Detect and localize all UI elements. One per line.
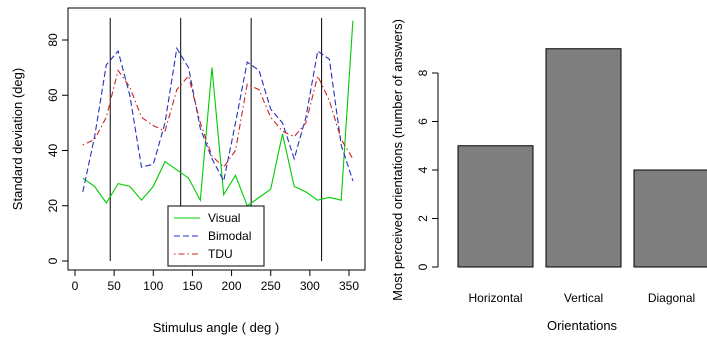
x-axis-label: Stimulus angle ( deg )	[153, 320, 279, 335]
x-axis: 0 50 100 150 200 250 300 350	[72, 270, 359, 293]
x-tick-label: 50	[107, 279, 121, 293]
bar-horizontal	[457, 145, 534, 268]
bar-y-tick-label: 6	[416, 118, 430, 125]
x-tick-label: 0	[72, 279, 79, 293]
category-label: Horizontal	[468, 291, 522, 305]
legend: Visual Bimodal TDU	[167, 205, 265, 267]
legend-label: Visual	[208, 211, 240, 225]
category-label: Vertical	[564, 291, 603, 305]
line-chart: 0 50 100 150 200 250 300 350 0 20 40 60 80 Stimulus…	[10, 7, 366, 335]
x-tick-label: 150	[182, 279, 202, 293]
bar-chart: 0 2 4 6 8 Horizontal Vertical Diagonal Orienta…	[390, 19, 707, 333]
y-tick-label: 40	[46, 144, 60, 158]
bar-y-tick-label: 0	[416, 263, 430, 270]
x-tick-label: 100	[143, 279, 163, 293]
x-tick-label: 200	[222, 279, 242, 293]
bar-y-tick-label: 4	[416, 166, 430, 173]
bar-vertical	[545, 48, 622, 268]
bar-diagonal	[633, 169, 707, 268]
bar-y-tick-label: 8	[416, 69, 430, 76]
bar-y-axis-label: Most perceived orientations (number of a…	[390, 19, 405, 301]
series-line-bimodal	[82, 46, 354, 193]
category-label: Diagonal	[648, 291, 695, 305]
series-group	[82, 20, 354, 207]
y-tick-label: 0	[46, 257, 60, 264]
plot-frame	[67, 7, 366, 271]
legend-label: TDU	[208, 247, 233, 261]
bar-x-axis-label: Orientations	[547, 318, 618, 333]
bar-y-tick-label: 2	[416, 215, 430, 222]
x-tick-label: 350	[339, 279, 359, 293]
bar-y-axis: 0 2 4 6 8	[416, 69, 439, 270]
y-tick-label: 60	[46, 88, 60, 102]
legend-label: Bimodal	[208, 229, 251, 243]
series-line-tdu	[82, 69, 354, 168]
x-tick-label: 250	[261, 279, 281, 293]
x-tick-label: 300	[300, 279, 320, 293]
y-axis: 0 20 40 60 80	[46, 33, 68, 264]
series-line-visual	[82, 20, 354, 207]
bars-group	[457, 48, 707, 268]
y-axis-label: Standard deviation (deg)	[10, 68, 25, 210]
y-tick-label: 20	[46, 199, 60, 213]
y-tick-label: 80	[46, 33, 60, 47]
category-labels: Horizontal Vertical Diagonal	[468, 291, 695, 305]
